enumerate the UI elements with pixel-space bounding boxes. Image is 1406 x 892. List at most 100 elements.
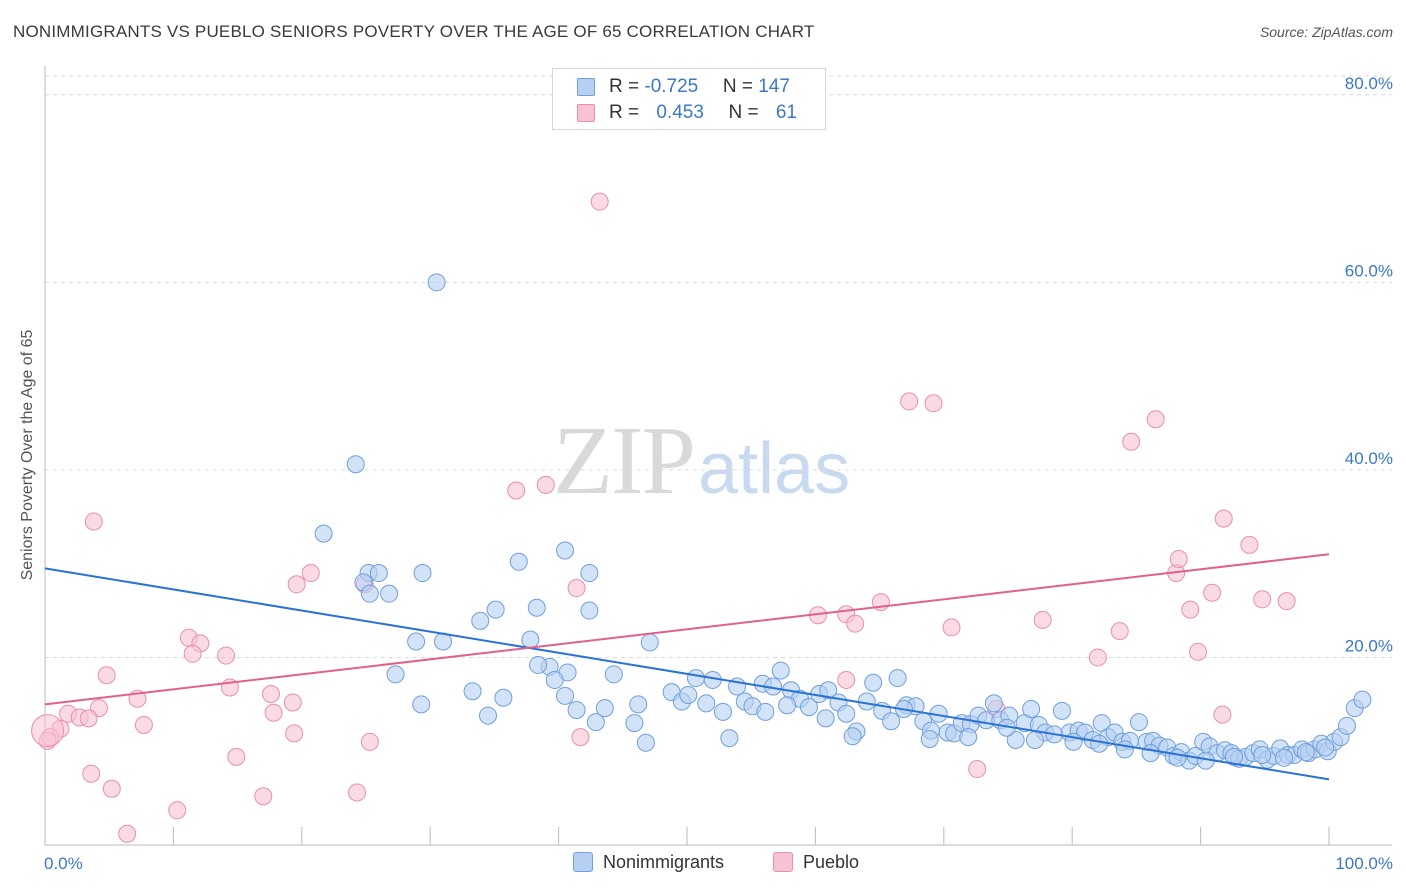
nonimmigrants-point <box>1275 748 1294 767</box>
nonimmigrants-point <box>1025 730 1044 749</box>
nonimmigrants-point <box>984 694 1003 713</box>
chart-title: NONIMMIGRANTS VS PUEBLO SENIORS POVERTY … <box>13 22 815 41</box>
y-tick-label: 80.0% <box>1345 74 1393 93</box>
legend-n-label: N = <box>722 76 759 97</box>
pueblo-point <box>360 732 379 751</box>
legend-item-pueblo: Pueblo <box>773 852 859 873</box>
pueblo-point <box>285 724 304 743</box>
pueblo-point <box>264 703 283 722</box>
x-tick-label: 100.0% <box>1335 854 1393 873</box>
nonimmigrants-point <box>1296 743 1315 762</box>
nonimmigrants-point <box>1006 730 1025 749</box>
nonimmigrants-point <box>407 632 426 651</box>
nonimmigrants-point <box>314 524 333 543</box>
nonimmigrants-point <box>529 655 548 674</box>
legend-item-nonimmigrants: Nonimmigrants <box>573 852 724 873</box>
nonimmigrants-point <box>1168 748 1187 767</box>
pueblo-point <box>97 666 116 685</box>
nonimmigrants-point <box>819 681 838 700</box>
nonimmigrants-point <box>586 713 605 732</box>
nonimmigrants-point <box>386 665 405 684</box>
nonimmigrants-point <box>625 714 644 733</box>
legend-label-pueblo: Pueblo <box>803 852 860 872</box>
pueblo-point <box>134 715 153 734</box>
legend-r-label: R = <box>609 76 645 97</box>
pueblo-point <box>1213 705 1232 724</box>
pueblo-points <box>31 192 1296 843</box>
nonimmigrants-point <box>556 541 575 560</box>
pueblo-point <box>924 394 943 413</box>
nonimmigrants-point <box>864 673 883 692</box>
nonimmigrants-point <box>463 682 482 701</box>
nonimmigrants-point <box>1090 734 1109 753</box>
correlation-legend: R = -0.725 N = 147 R = 0.453 N = 61 <box>552 68 826 130</box>
pueblo-point <box>1033 610 1052 629</box>
nonimmigrants-point <box>1253 745 1272 764</box>
nonimmigrants-point <box>771 661 790 680</box>
legend-n-value: 147 <box>758 76 790 97</box>
watermark: ZIPatlas <box>553 405 850 517</box>
nonimmigrants-point <box>1337 716 1356 735</box>
pueblo-point <box>301 564 320 583</box>
nonimmigrants-point <box>478 706 497 725</box>
nonimmigrants-point <box>679 685 698 704</box>
y-tick-label: 20.0% <box>1345 636 1393 655</box>
legend-r-label: R = <box>609 102 645 123</box>
watermark-zip: ZIP <box>553 407 696 515</box>
pueblo-point <box>287 575 306 594</box>
pueblo-point <box>227 747 246 766</box>
nonimmigrants-point <box>567 700 586 719</box>
nonimmigrants-point <box>494 688 513 707</box>
nonimmigrants-point <box>720 729 739 748</box>
nonimmigrants-point <box>1052 701 1071 720</box>
legend-n-value: 61 <box>775 102 797 123</box>
nonimmigrants-trend-line <box>44 567 1330 781</box>
pueblo-swatch <box>773 852 793 872</box>
pueblo-point <box>1203 583 1222 602</box>
nonimmigrants-point <box>580 564 599 583</box>
nonimmigrants-point <box>521 630 540 649</box>
nonimmigrants-point <box>604 665 623 684</box>
x-tick-label: 0.0% <box>44 854 83 873</box>
pueblo-point <box>118 824 137 843</box>
pueblo-point <box>968 760 987 779</box>
nonimmigrants-point <box>837 704 856 723</box>
nonimmigrants-point <box>1022 700 1041 719</box>
nonimmigrants-point <box>888 669 907 688</box>
pueblo-point <box>942 618 961 637</box>
nonimmigrants-point <box>920 730 939 749</box>
pueblo-point <box>183 644 202 663</box>
nonimmigrants-point <box>843 727 862 746</box>
nonimmigrants-point <box>1115 740 1134 759</box>
legend-label-nonimmigrants: Nonimmigrants <box>603 852 725 872</box>
pueblo-point <box>84 512 103 531</box>
y-tick-label: 60.0% <box>1345 261 1393 280</box>
nonimmigrants-point <box>380 584 399 603</box>
nonimmigrants-point <box>412 695 431 714</box>
legend-n-label: N = <box>728 102 764 123</box>
nonimmigrants-point <box>1224 747 1243 766</box>
pueblo-point <box>1169 549 1188 568</box>
nonimmigrants-point <box>816 709 835 728</box>
pueblo-point <box>348 783 367 802</box>
pueblo-point <box>1214 509 1233 528</box>
nonimmigrants-point <box>486 600 505 619</box>
pueblo-point <box>536 475 555 494</box>
pueblo-point <box>1253 590 1272 609</box>
source-label: Source: ZipAtlas.com <box>1259 24 1393 40</box>
pueblo-point <box>168 801 187 820</box>
legend-r-value: 0.453 <box>656 102 704 123</box>
watermark-atlas: atlas <box>698 429 851 509</box>
nonimmigrants-points <box>314 273 1372 770</box>
nonimmigrants-point <box>636 733 655 752</box>
legend-r-value: -0.725 <box>644 76 699 97</box>
pueblo-point <box>1110 622 1129 641</box>
pueblo-point <box>507 481 526 500</box>
tick-labels: 20.0% 40.0% 60.0% 80.0% 0.0% 100.0% <box>44 74 1393 873</box>
nonimmigrants-swatch <box>573 852 593 872</box>
trend-lines <box>44 553 1330 781</box>
nonimmigrants-point <box>697 694 716 713</box>
nonimmigrants-point <box>1353 690 1372 709</box>
nonimmigrants-point <box>1129 713 1148 732</box>
